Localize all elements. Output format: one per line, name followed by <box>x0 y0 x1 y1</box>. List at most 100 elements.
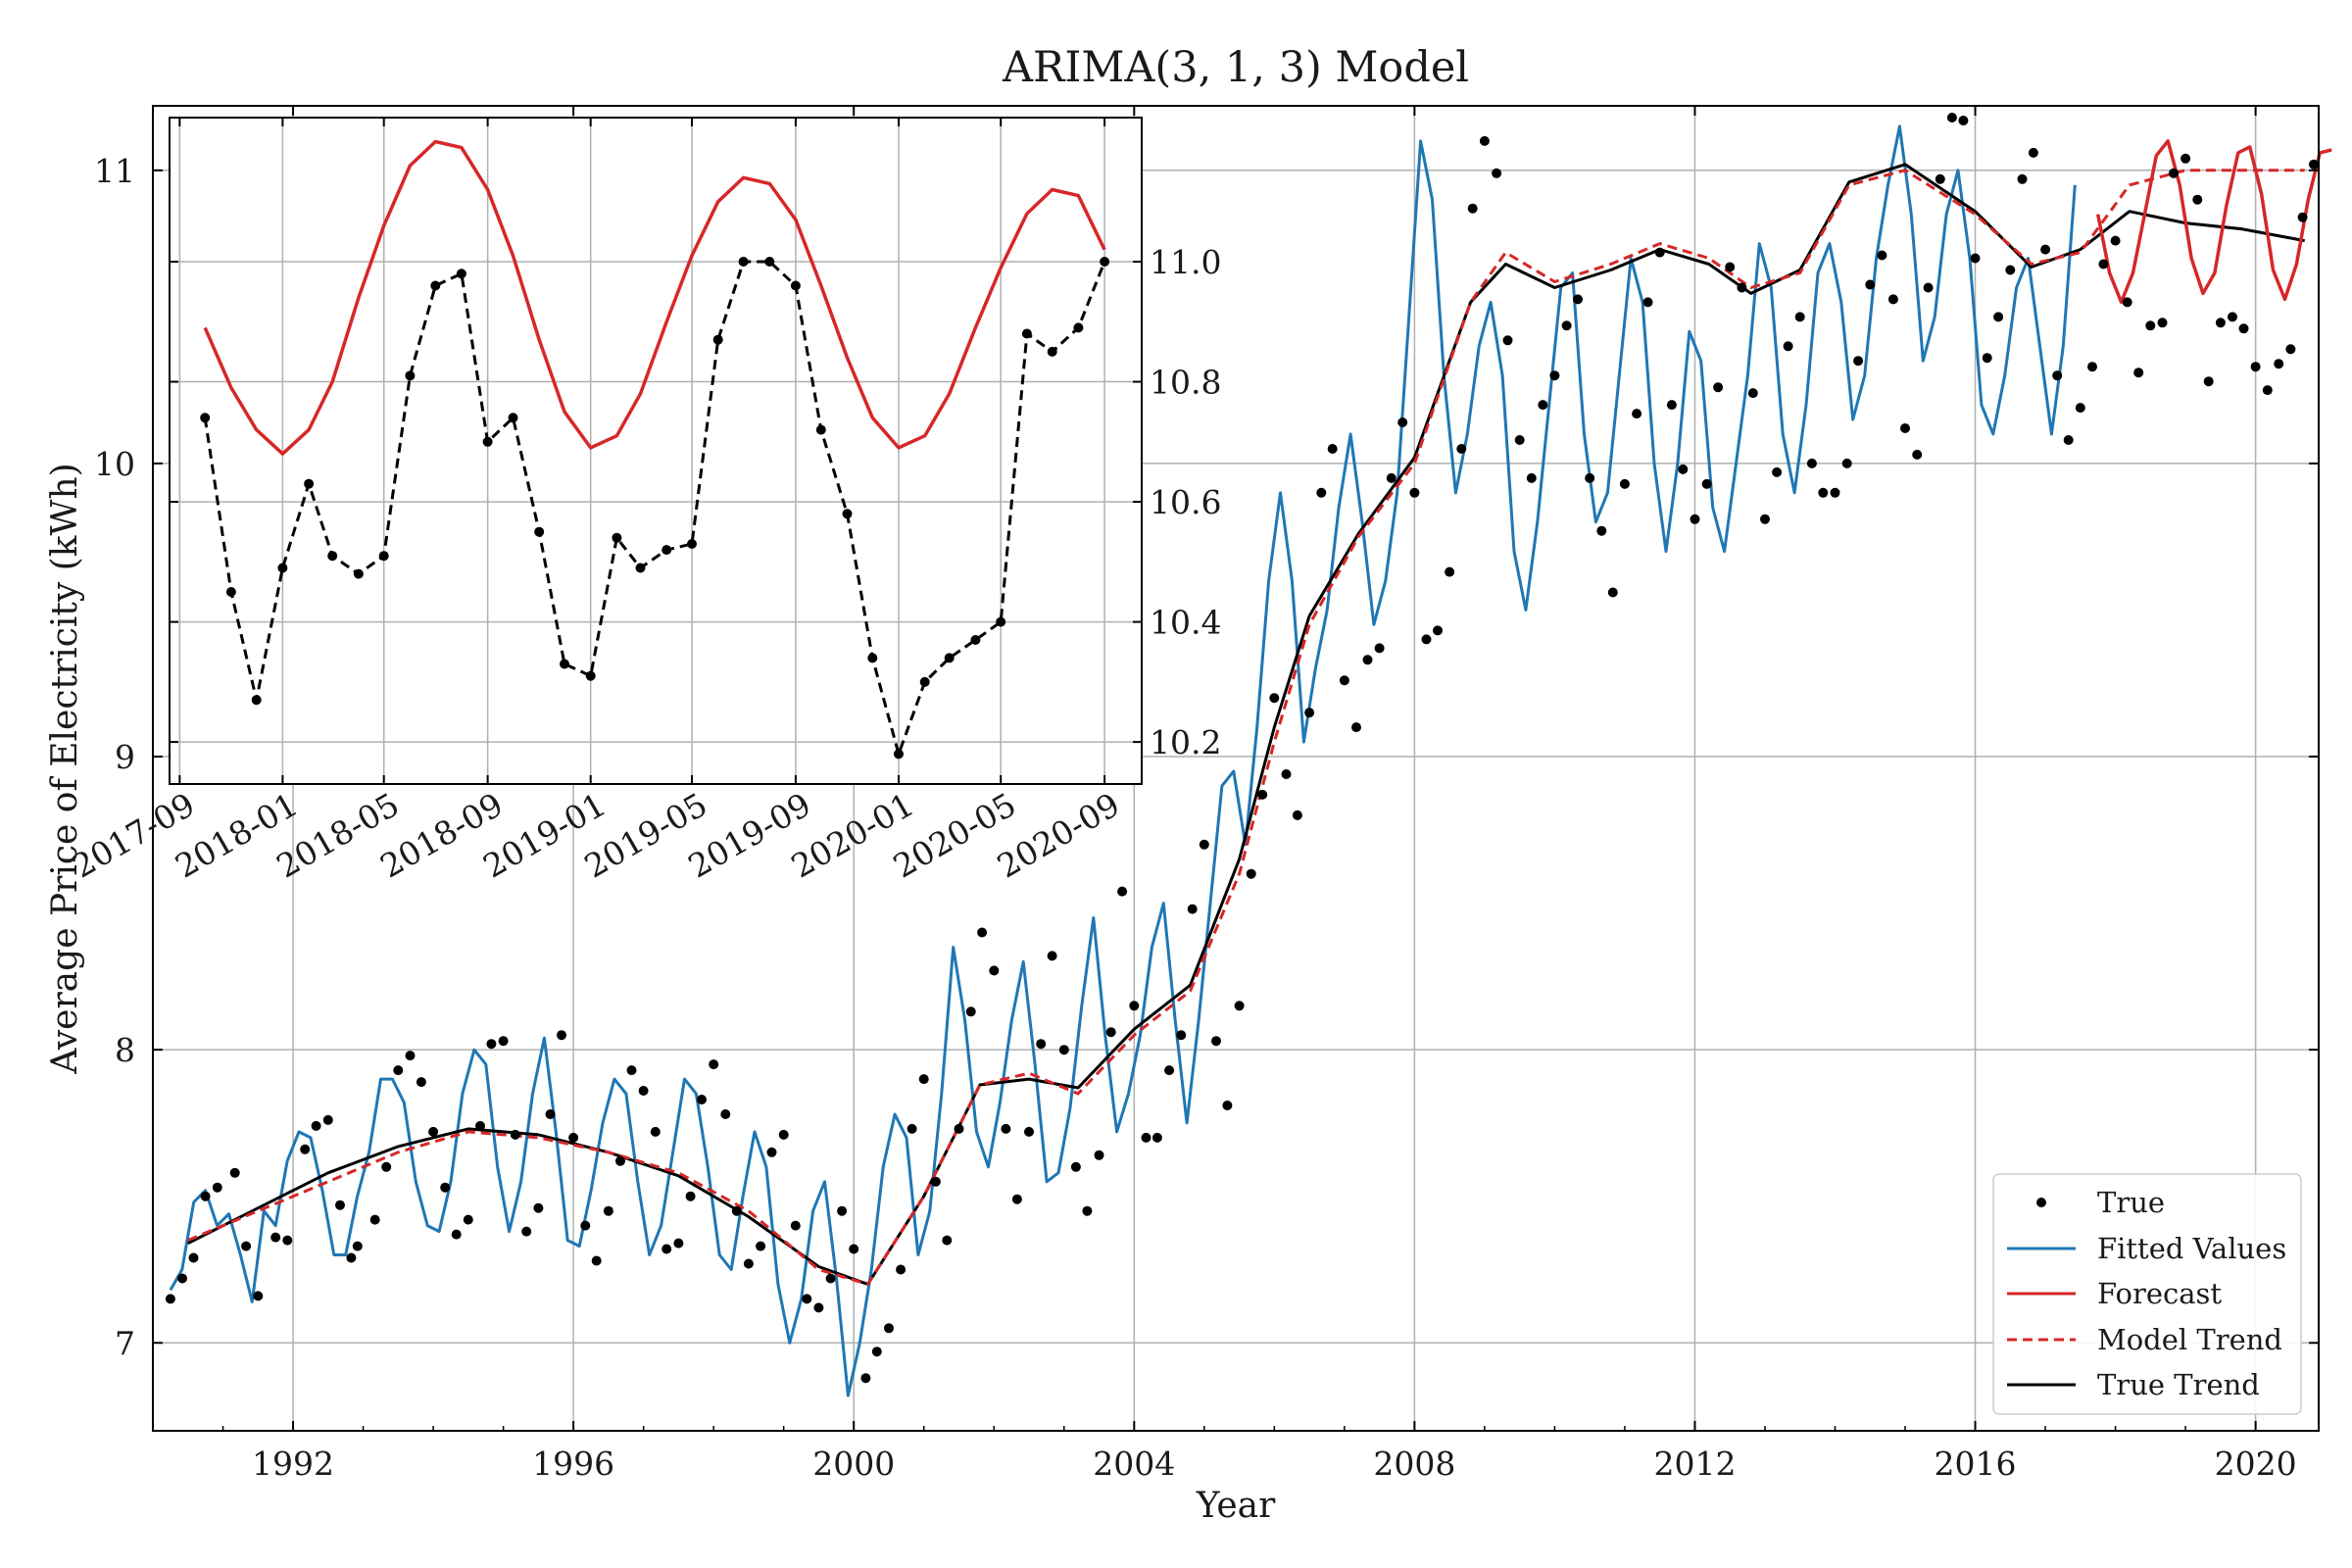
true-point <box>557 1030 566 1041</box>
true-point <box>1865 279 1876 290</box>
legend-label-true-trend: True Trend <box>2097 1368 2260 1401</box>
true-point <box>1970 253 1981 264</box>
true-point <box>241 1241 252 1251</box>
true-point <box>1538 400 1548 411</box>
true-point <box>2075 403 2085 414</box>
true-point <box>1351 722 1361 733</box>
true-point <box>1024 1126 1034 1137</box>
inset-true-point <box>662 545 672 556</box>
true-point <box>440 1182 451 1193</box>
true-point <box>2215 318 2226 328</box>
true-point <box>1747 388 1758 399</box>
true-point <box>177 1273 187 1284</box>
inset-true-point <box>815 424 826 435</box>
true-point <box>1316 487 1327 498</box>
x-axis-title: Year <box>1196 1486 1276 1526</box>
true-point <box>451 1229 462 1240</box>
true-point <box>1094 1150 1104 1160</box>
inset-true-point <box>560 659 569 669</box>
fitted-values-line <box>169 124 2077 1397</box>
true-point <box>2250 362 2261 372</box>
inset-true-point <box>944 653 955 663</box>
true-point <box>1141 1132 1152 1143</box>
inset-true-point <box>1100 257 1110 267</box>
main-y-tick-label: 11 <box>94 152 135 190</box>
inset-true-point <box>867 653 878 663</box>
true-point <box>2133 368 2144 378</box>
true-point <box>475 1120 485 1131</box>
true-point <box>2145 320 2156 331</box>
inset-forecast-line <box>203 139 1106 456</box>
true-point <box>1725 262 1736 272</box>
true-point <box>1573 294 1583 305</box>
true-point <box>1433 625 1443 636</box>
main-ticks: 1992 1996 2000 2004 2008 2012 2016 2020 7 8 9 10 11 <box>94 106 2319 1483</box>
true-point <box>860 1373 871 1384</box>
true-point <box>2238 323 2249 334</box>
main-x-tick-label: 2012 <box>1653 1445 1736 1483</box>
true-point <box>1304 708 1315 718</box>
true-point <box>1327 444 1338 454</box>
true-point <box>1666 400 1677 411</box>
legend: True Fitted Values Forecast Model Trend … <box>1992 1173 2302 1415</box>
true-point <box>200 1191 211 1201</box>
true-point <box>1199 839 1209 850</box>
true-point <box>1841 458 1852 468</box>
true-point <box>731 1205 742 1216</box>
true-point <box>615 1155 625 1166</box>
true-point <box>825 1273 836 1284</box>
inset-true-point <box>405 370 416 381</box>
true-point <box>1678 464 1689 474</box>
true-point <box>1958 116 1969 125</box>
true-point <box>1374 643 1385 654</box>
true-point <box>2203 376 2214 387</box>
legend-label-fitted: Fitted Values <box>2097 1232 2286 1265</box>
true-point <box>766 1147 777 1157</box>
true-point <box>428 1126 439 1137</box>
true-point <box>1222 1101 1233 1110</box>
true-point <box>1526 472 1537 483</box>
true-point <box>1386 472 1396 483</box>
true-point <box>626 1065 637 1076</box>
true-point <box>977 927 988 938</box>
true-point <box>1806 458 1817 468</box>
true-point <box>2262 385 2273 396</box>
true-point <box>1445 566 1455 577</box>
true-point <box>229 1167 240 1178</box>
forecast-line <box>2095 139 2332 305</box>
true-point <box>720 1109 731 1119</box>
true-point <box>1456 444 1467 454</box>
inset-true-point <box>585 670 596 681</box>
true-point <box>802 1294 812 1304</box>
inset-y-tick-label: 10.2 <box>1150 723 1221 761</box>
main-x-tick-label: 2016 <box>1935 1445 2017 1483</box>
true-point <box>463 1214 473 1225</box>
true-point <box>1176 1030 1187 1041</box>
true-point <box>1585 472 1595 483</box>
true-point <box>1760 514 1770 524</box>
true-point <box>1935 173 1945 184</box>
inset-true-point <box>1047 346 1057 357</box>
true-point <box>2274 359 2284 369</box>
true-point <box>1923 282 1934 293</box>
true-point <box>1549 370 1560 381</box>
true-point <box>1607 587 1618 598</box>
inset-y-tick-label: 10.4 <box>1150 604 1221 642</box>
true-point <box>1082 1205 1093 1216</box>
true-point <box>2192 194 2203 205</box>
true-point <box>1982 353 1992 364</box>
legend-marker-true <box>2036 1198 2046 1207</box>
true-point <box>2052 370 2063 381</box>
true-point <box>2040 244 2051 255</box>
true-point <box>884 1323 894 1334</box>
true-point <box>2098 259 2109 270</box>
true-point <box>300 1144 311 1154</box>
true-point <box>697 1095 707 1104</box>
main-x-tick-label: 1996 <box>532 1445 614 1483</box>
true-point <box>1362 655 1373 665</box>
true-point <box>989 965 1000 976</box>
true-point <box>906 1123 917 1134</box>
true-point <box>790 1220 801 1231</box>
true-point <box>778 1129 789 1140</box>
true-point <box>2157 318 2168 328</box>
